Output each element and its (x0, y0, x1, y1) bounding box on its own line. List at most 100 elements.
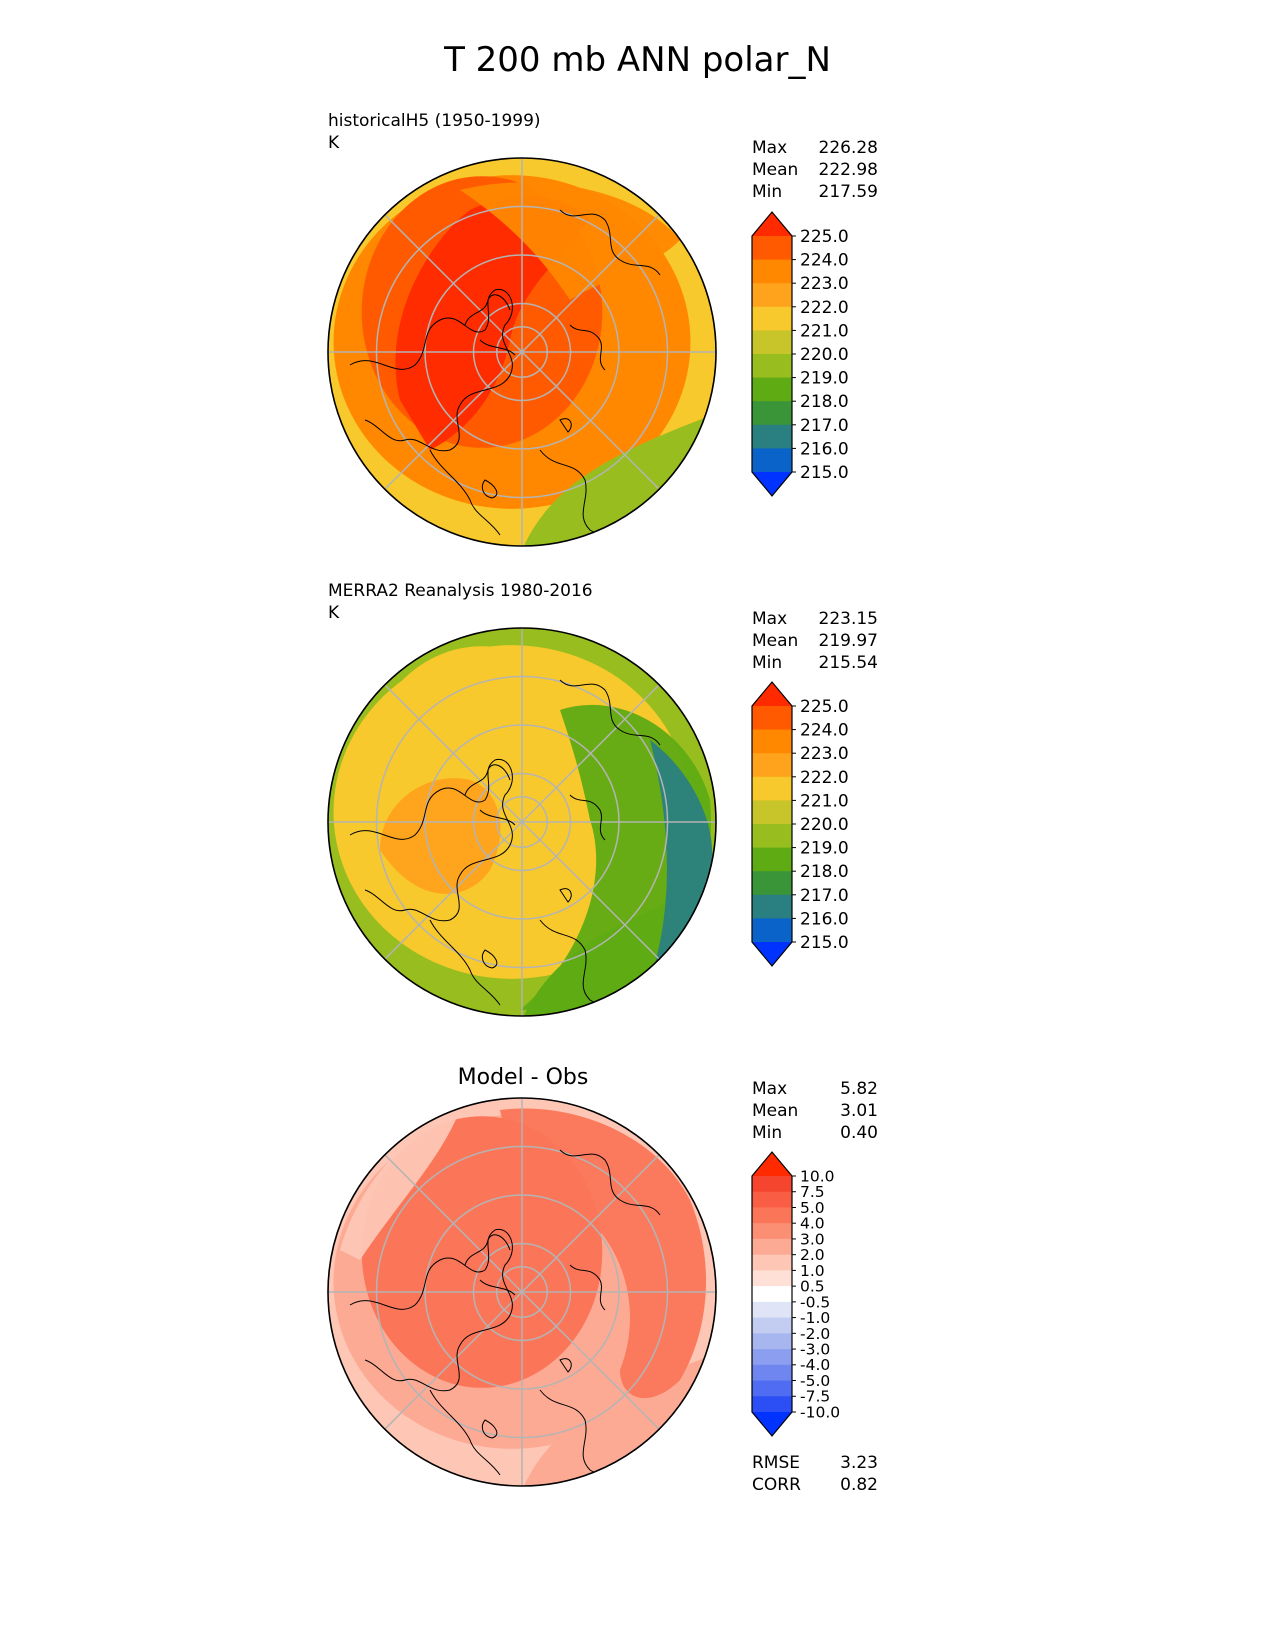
stat-mean-label: Mean (752, 160, 799, 180)
colorbar-tick-label-11: -3.0 (800, 1340, 830, 1358)
colorbar-tick-label-2: 223.0 (800, 274, 849, 294)
colorbar-tick-label-8: 217.0 (800, 886, 849, 906)
stat-mean-value: 3.01 (840, 1101, 878, 1121)
colorbar-tick-label-1: 7.5 (800, 1183, 825, 1201)
panel-3-map (327, 1097, 717, 1487)
stat-min-value: 215.54 (818, 653, 878, 673)
stat-corr-value: 0.82 (840, 1475, 878, 1495)
stat-mean-value: 219.97 (818, 631, 878, 651)
colorbar-extend-min (752, 942, 792, 966)
coastline-1 (464, 1234, 516, 1296)
map-field (328, 158, 716, 546)
colorbar-extend-min (752, 472, 792, 496)
colorbar-band-3 (752, 1223, 792, 1240)
stat-min-label: Min (752, 182, 783, 202)
stat-min-label: Min (752, 1123, 783, 1143)
graticule-meridian-315 (521, 684, 660, 823)
panel-2-stats: Max 223.15 Mean 219.97 Min 215.54 (752, 608, 878, 674)
colorbar-band-8 (752, 424, 792, 449)
coastline-4 (569, 324, 606, 371)
panel-2-title: MERRA2 Reanalysis 1980-2016 (328, 581, 593, 601)
colorbar-band-5 (752, 824, 792, 849)
colorbar-tick-label-5: 220.0 (800, 815, 849, 835)
stat-max-value: 226.28 (818, 138, 878, 158)
colorbar-band-6 (752, 847, 792, 872)
coastline-7 (481, 479, 498, 499)
colorbar-tick-label-5: 220.0 (800, 345, 849, 365)
stat-max-label: Max (752, 609, 788, 629)
colorbar-band-5 (752, 354, 792, 379)
colorbar-band-1 (752, 259, 792, 284)
field-region-1 (460, 182, 680, 300)
colorbar-tick-label-0: 10.0 (800, 1167, 835, 1185)
coastline-3 (559, 679, 661, 746)
panel-1-label: historicalH5 (1950-1999) K (328, 110, 541, 154)
map-field (328, 628, 716, 1016)
colorbar-tick-label-0: 225.0 (800, 227, 849, 247)
panel-3-stats: Max 5.82 Mean 3.01 Min 0.40 (752, 1078, 878, 1144)
graticule-meridian-135 (384, 351, 523, 490)
colorbar-band-11 (752, 1349, 792, 1366)
colorbar-tick-label-8: 217.0 (800, 416, 849, 436)
colorbar-tick-label-3: 4.0 (800, 1215, 825, 1233)
map-boundary (327, 1097, 717, 1487)
colorbar-band-8 (752, 1301, 792, 1319)
coastline-6 (559, 1358, 572, 1373)
panel-1-units: K (328, 133, 340, 153)
colorbar-band-4 (752, 330, 792, 355)
colorbar-tick-label-7: 0.5 (800, 1278, 825, 1296)
graticule-meridian-225 (384, 1154, 523, 1293)
stat-mean-value: 222.98 (818, 160, 878, 180)
panel-1-title: historicalH5 (1950-1999) (328, 111, 541, 131)
colorbar-band-0 (752, 1176, 792, 1193)
colorbar-tick-label-15: -10.0 (800, 1403, 840, 1421)
graticule-meridian-135 (384, 821, 523, 960)
panel-3-colorbar: 10.07.55.04.03.02.01.00.5-0.5-1.0-2.0-3.… (751, 1151, 840, 1437)
colorbar-band-6 (752, 377, 792, 402)
colorbar-band-3 (752, 306, 792, 331)
colorbar-extend-max (752, 212, 792, 236)
colorbar-tick-label-8: -0.5 (800, 1293, 830, 1311)
colorbar-band-5 (752, 1254, 792, 1271)
colorbar-tick-label-14: -7.5 (800, 1388, 830, 1406)
coastline-7 (481, 949, 498, 969)
page-title: T 200 mb ANN polar_N (444, 40, 831, 80)
colorbar-band-0 (752, 236, 792, 261)
colorbar-tick-label-0: 225.0 (800, 697, 849, 717)
field-region-1 (340, 1110, 460, 1260)
stat-max-label: Max (752, 138, 788, 158)
colorbar-tick-label-9: -1.0 (800, 1309, 830, 1327)
coastline-0 (349, 1228, 513, 1392)
panel-3-title: Model - Obs (457, 1065, 589, 1090)
colorbar-band-6 (752, 1270, 792, 1287)
map-field (328, 1098, 716, 1486)
coastline-0 (349, 288, 513, 452)
coastline-1 (464, 764, 516, 826)
coastline-4 (569, 1264, 606, 1311)
graticule-meridian-225 (384, 684, 523, 823)
colorbar-tick-label-6: 219.0 (800, 839, 849, 859)
graticule-meridian-315 (521, 1154, 660, 1293)
colorbar-band-2 (752, 283, 792, 308)
coastline-7 (481, 1419, 498, 1439)
stat-min-label: Min (752, 653, 783, 673)
colorbar-tick-label-2: 223.0 (800, 744, 849, 764)
stat-rmse-value: 3.23 (840, 1453, 878, 1473)
colorbar-band-14 (752, 1396, 792, 1413)
colorbar-tick-label-10: 215.0 (800, 463, 849, 483)
colorbar-band-3 (752, 776, 792, 801)
coastline-4 (569, 794, 606, 841)
colorbar-band-9 (752, 448, 792, 473)
map-boundary (327, 157, 717, 547)
panel-1-map (327, 157, 717, 547)
colorbar-tick-label-5: 2.0 (800, 1246, 825, 1264)
coastline-6 (559, 418, 572, 433)
graticule-meridian-225 (384, 214, 523, 353)
colorbar-tick-label-3: 222.0 (800, 298, 849, 318)
stat-max-value: 5.82 (840, 1079, 878, 1099)
colorbar-tick-label-9: 216.0 (800, 439, 849, 459)
colorbar-band-12 (752, 1364, 792, 1382)
stat-min-value: 0.40 (840, 1123, 878, 1143)
colorbar-band-10 (752, 1333, 792, 1350)
colorbar-tick-label-3: 222.0 (800, 768, 849, 788)
